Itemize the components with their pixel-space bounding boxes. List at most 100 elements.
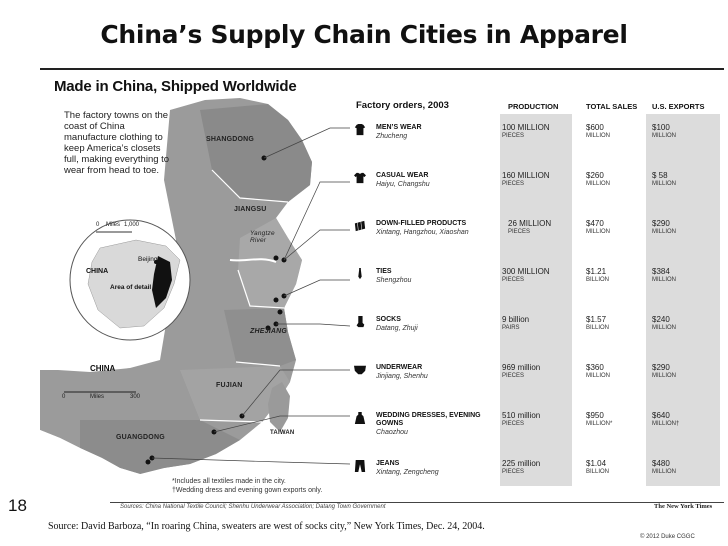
product-name: TIES [376, 268, 392, 275]
production-unit: PAIRS [502, 325, 520, 331]
exports-value: $290 [652, 219, 670, 228]
label-fujian: FUJIAN [216, 382, 243, 389]
underwear-icon [354, 365, 366, 375]
taiwan-shape [268, 382, 290, 432]
exports-column-band [646, 114, 720, 486]
production-column-band [500, 114, 572, 486]
production-value: 225 million [502, 459, 541, 468]
product-row: UNDERWEAR Jinjiang, Shenhu 969 million P… [354, 362, 720, 406]
product-name: SOCKS [376, 316, 401, 323]
label-taiwan: TAIWAN [270, 430, 295, 436]
product-name: MEN’S WEAR [376, 124, 422, 131]
exports-unit: MILLION [652, 373, 677, 379]
infographic: Made in China, Shipped Worldwide The fac… [40, 68, 724, 510]
sales-value: $950 [586, 411, 604, 420]
sales-value: $260 [586, 171, 604, 180]
yangtze-river-line [229, 258, 277, 263]
product-row: CASUAL WEAR Haiyu, Changshu 160 MILLION … [354, 170, 720, 214]
production-value: 969 million [502, 363, 541, 372]
dress-icon [354, 412, 366, 424]
product-location: Xintang, Hangzhou, Xiaoshan [376, 229, 469, 236]
exports-unit: MILLION [652, 469, 677, 475]
sales-value: $600 [586, 123, 604, 132]
product-name: JEANS [376, 460, 400, 467]
product-location: Jinjiang, Shenhu [376, 373, 428, 380]
sales-value: $470 [586, 219, 604, 228]
area-of-detail-shape [152, 256, 172, 308]
china-coast-map [40, 98, 351, 510]
header-total-sales: TOTAL SALES [586, 102, 638, 111]
product-location: Chaozhou [376, 429, 408, 436]
tie-icon [358, 268, 362, 280]
label-yangtze: Yangtze River [250, 230, 275, 244]
product-row: SOCKS Datang, Zhuji 9 billion PAIRS $1.5… [354, 314, 720, 358]
sales-value: $360 [586, 363, 604, 372]
label-guangdong: GUANGDONG [116, 434, 165, 441]
sales-value: $1.04 [586, 459, 607, 468]
label-shangdong: SHANGDONG [206, 136, 255, 143]
sales-unit: BILLION [586, 325, 610, 331]
sales-unit: MILLION [586, 133, 611, 139]
inset-scale-label: Miles [106, 222, 121, 228]
production-unit: PIECES [502, 277, 525, 283]
production-value: 160 MILLION [502, 171, 550, 180]
production-unit: PIECES [502, 373, 525, 379]
production-value: 100 MILLION [502, 123, 550, 132]
map-scale-label: Miles [90, 394, 105, 400]
production-unit: PIECES [508, 229, 531, 235]
product-name: CASUAL WEAR [376, 172, 429, 179]
exports-unit: MILLION [652, 133, 677, 139]
production-unit: PIECES [502, 421, 525, 427]
production-value: 26 MILLION [508, 219, 552, 228]
inset-beijing-label: Beijing [138, 256, 158, 263]
header-us-exports: U.S. EXPORTS [652, 102, 705, 111]
product-name: WEDDING DRESSES, EVENING GOWNS [376, 412, 481, 427]
sales-unit: MILLION* [586, 421, 613, 427]
jiangsu-region [238, 218, 302, 308]
header-production: PRODUCTION [508, 102, 559, 111]
exports-value: $480 [652, 459, 670, 468]
product-location: Shengzhou [376, 277, 412, 284]
exports-unit: MILLION [652, 277, 677, 283]
sock-icon [356, 316, 365, 328]
exports-unit: MILLION [652, 181, 677, 187]
exports-value: $240 [652, 315, 670, 324]
header-factory-orders: Factory orders, 2003 [356, 100, 449, 111]
fujian-region [180, 366, 290, 422]
leader-lines [151, 127, 351, 465]
beijing-dot [154, 260, 158, 264]
map-scale-min: 0 [62, 394, 66, 400]
exports-value: $ 58 [652, 171, 668, 180]
map-scale-max: 300 [130, 394, 141, 400]
label-jiangsu: JIANGSU [234, 206, 267, 213]
shangdong-region [200, 104, 312, 202]
intro-text: The factory towns on the coast of China … [64, 110, 170, 176]
exports-unit: MILLION [652, 325, 677, 331]
inset-china-label: CHINA [86, 268, 109, 275]
nyt-credit: The New York Times [654, 503, 713, 510]
sea-area [40, 430, 140, 510]
production-value: 300 MILLION [502, 267, 550, 276]
exports-unit: MILLION† [652, 421, 680, 427]
product-row: DOWN-FILLED PRODUCTS Xintang, Hangzhou, … [354, 218, 720, 262]
inset-area-label: Area of detail [110, 284, 152, 291]
shirt-icon [354, 124, 366, 136]
exports-value: $100 [652, 123, 670, 132]
label-zhejiang: ZHEJIANG [250, 328, 287, 335]
tshirt-icon [354, 172, 366, 184]
figure-sources: Sources: China National Textile Council;… [120, 504, 386, 510]
slide-number: 18 [8, 496, 27, 515]
production-unit: PIECES [502, 133, 525, 139]
guangdong-region [80, 420, 240, 474]
exports-value: $384 [652, 267, 670, 276]
map-china-label: CHINA [90, 364, 116, 373]
production-value: 9 billion [502, 315, 530, 324]
sales-value: $1.21 [586, 267, 607, 276]
inset-scale-max: 1,000 [124, 222, 140, 228]
footnote-textiles: *Includes all textiles made in the city. [172, 478, 286, 485]
product-row: TIES Shengzhou 300 MILLION PIECES $1.21 … [354, 266, 720, 310]
slide-title: China’s Supply Chain Cities in Apparel [100, 20, 628, 49]
quilt-icon [354, 220, 366, 232]
footnote-wedding: †Wedding dress and evening gown exports … [172, 487, 323, 494]
figure-title: Made in China, Shipped Worldwide [54, 78, 297, 95]
